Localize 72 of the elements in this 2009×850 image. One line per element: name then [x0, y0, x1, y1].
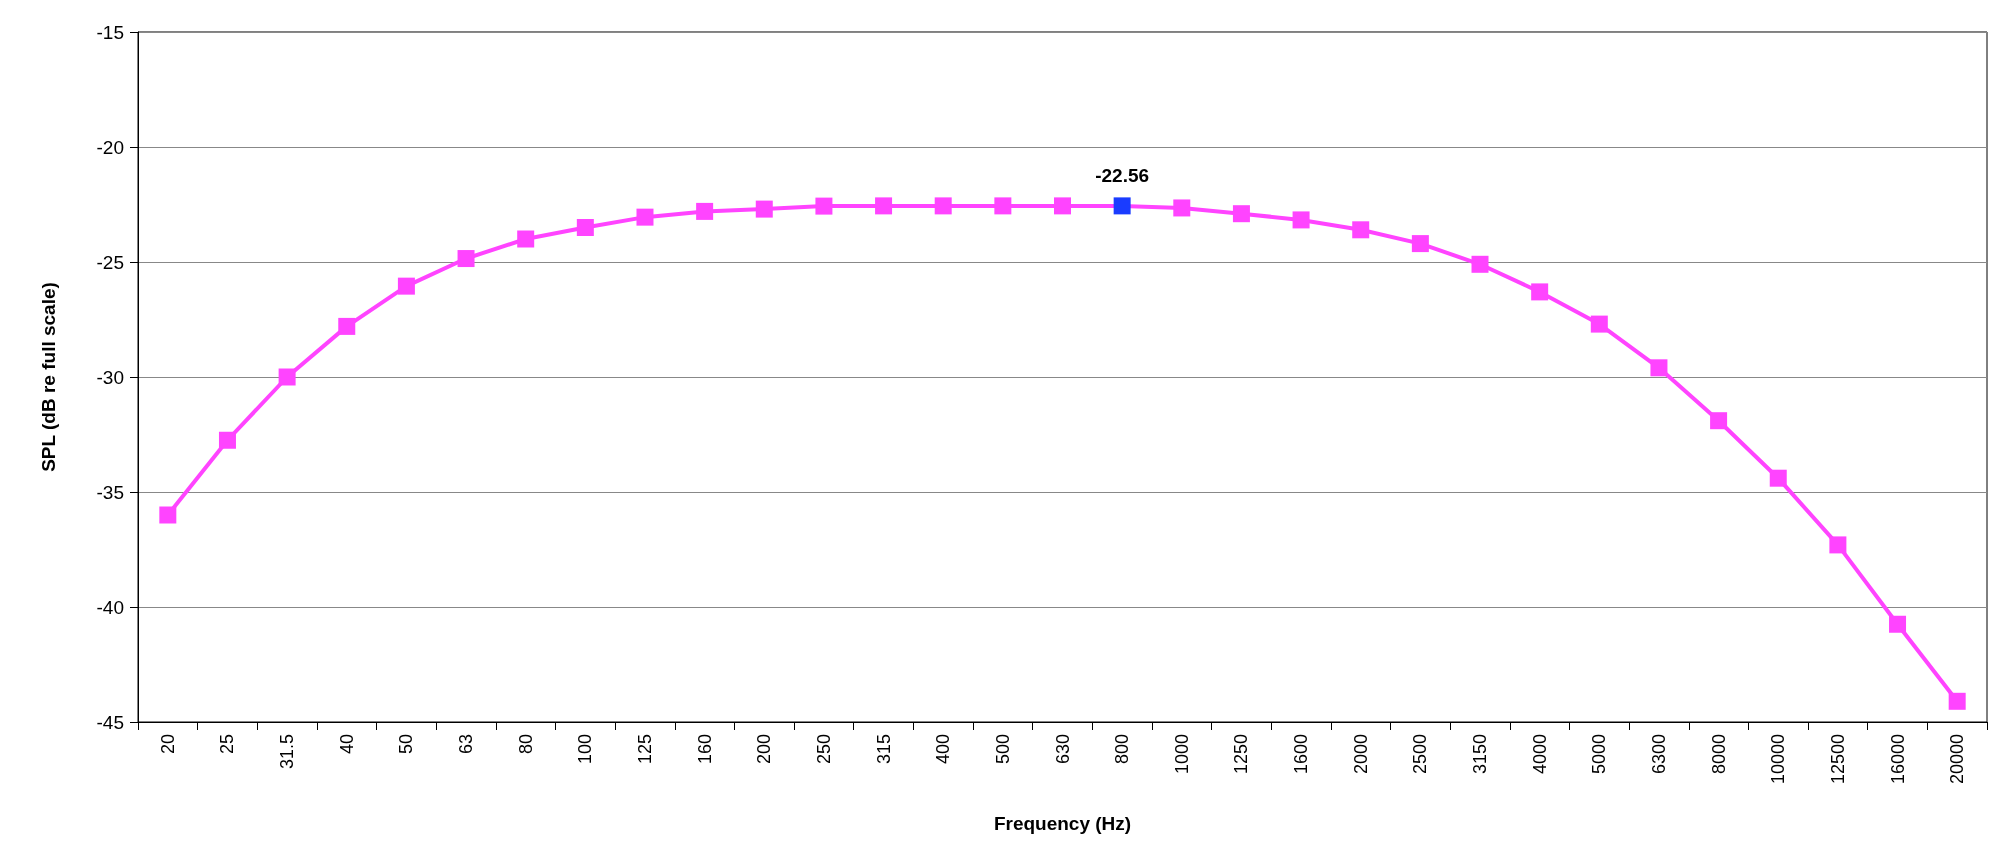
point [457, 250, 475, 268]
x-tick-label: 100 [575, 734, 596, 765]
point [755, 200, 773, 218]
x-tick-label: 12500 [1827, 734, 1848, 785]
point [1113, 197, 1131, 215]
point [875, 197, 893, 215]
x-tick-label: 6300 [1648, 734, 1669, 775]
x-tick-label: 800 [1112, 734, 1133, 765]
x-tick-label: 4000 [1529, 734, 1550, 775]
point [397, 277, 415, 295]
point [1590, 315, 1608, 333]
y-tick-label: -30 [96, 366, 124, 388]
x-tick-label: 10000 [1768, 734, 1789, 785]
point [1769, 469, 1787, 487]
x-tick-label: 315 [873, 734, 894, 765]
y-tick-label: -20 [96, 136, 124, 158]
point [1054, 197, 1071, 215]
point [636, 208, 654, 226]
point [576, 219, 594, 236]
point [1710, 412, 1728, 430]
x-tick-label: 160 [694, 734, 715, 765]
y-tick-label: -25 [96, 251, 124, 273]
y-tick-label: -35 [96, 481, 124, 503]
point [696, 202, 714, 220]
x-tick-label: 20000 [1947, 734, 1968, 785]
x-tick-label: 250 [813, 734, 834, 765]
y-axis-title: SPL (dB re full scale) [38, 282, 59, 472]
x-tick-label: 16000 [1887, 734, 1908, 785]
x-tick-label: 50 [396, 734, 417, 755]
point [1531, 283, 1549, 301]
point [1352, 221, 1370, 239]
point [1232, 205, 1250, 223]
point [278, 368, 296, 386]
point [1292, 211, 1310, 229]
x-tick-label: 500 [992, 734, 1013, 765]
x-tick-label: 125 [634, 734, 655, 765]
x-tick-label: 1000 [1171, 734, 1192, 775]
x-tick-label: 1250 [1231, 734, 1252, 775]
x-tick-label: 3150 [1470, 734, 1491, 775]
y-tick-label: -15 [96, 21, 124, 43]
x-tick-label: 40 [336, 734, 357, 755]
x-tick-label: 200 [754, 734, 775, 765]
data-label: -22.56 [1095, 165, 1150, 187]
x-tick-label: 8000 [1708, 734, 1729, 775]
x-tick-label: 80 [515, 734, 536, 755]
x-tick-label: 5000 [1589, 734, 1610, 775]
point [1829, 536, 1847, 554]
x-tick-label: 2500 [1410, 734, 1431, 775]
y-tick-label: -40 [96, 596, 124, 618]
x-axis-title: Frequency (Hz) [993, 813, 1132, 834]
point [1471, 255, 1489, 273]
point [517, 230, 535, 248]
point [338, 317, 356, 335]
x-tick-label: 1600 [1291, 734, 1312, 775]
x-tick-label: 63 [456, 734, 477, 755]
point [1173, 199, 1191, 217]
x-tick-label: 20 [157, 734, 178, 755]
x-tick-label: 25 [217, 734, 238, 755]
point [1650, 359, 1668, 377]
point [159, 506, 177, 524]
point [994, 197, 1012, 215]
point [218, 431, 236, 449]
point [1411, 235, 1429, 253]
x-tick-label: 400 [933, 734, 954, 765]
point [934, 197, 952, 215]
point [815, 197, 833, 215]
y-tick-label: -45 [96, 711, 124, 733]
point [1948, 692, 1966, 710]
x-tick-label: 630 [1052, 734, 1073, 765]
point [1889, 615, 1907, 633]
x-tick-label: 31.5 [277, 734, 298, 770]
x-tick-label: 2000 [1350, 734, 1371, 775]
